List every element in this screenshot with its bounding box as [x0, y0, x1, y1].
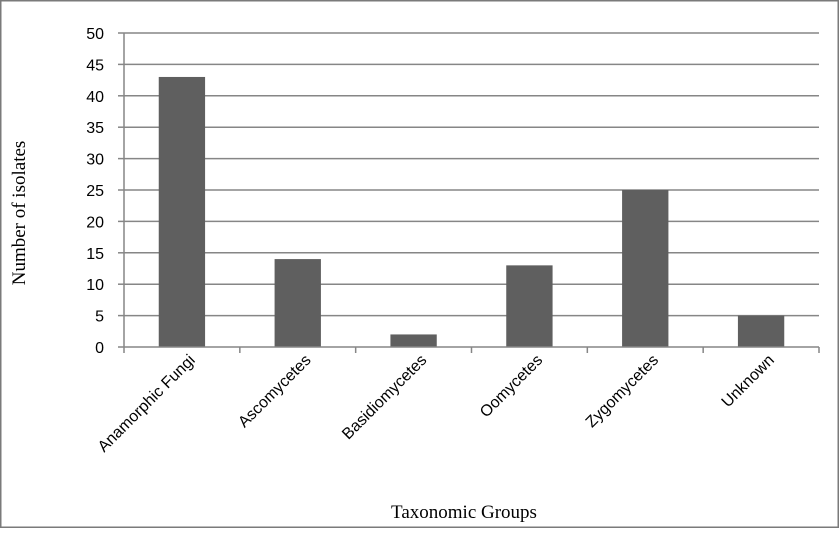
bars	[158, 76, 785, 348]
bar	[390, 334, 437, 347]
y-axis-title: Number of isolates	[9, 141, 30, 286]
y-tick-label: 10	[86, 277, 104, 294]
y-tick-label: 35	[86, 120, 104, 137]
bar	[274, 259, 321, 347]
y-tick-label: 45	[86, 57, 104, 74]
y-tick-labels: 0 5 10 15 20 25 30 35 40 45 50	[86, 26, 104, 357]
y-tick-label: 30	[86, 152, 104, 169]
y-tick-label: 25	[86, 183, 104, 200]
y-tick-label: 5	[95, 309, 104, 326]
bar	[158, 76, 206, 348]
bar	[737, 315, 785, 347]
y-tick-label: 15	[86, 246, 104, 263]
bar	[622, 190, 669, 347]
gridlines	[124, 32, 819, 317]
axes	[118, 32, 820, 353]
x-axis-title: Taxonomic Groups	[391, 502, 537, 523]
y-tick-label: 20	[86, 214, 104, 231]
bar	[506, 265, 553, 347]
y-tick-label: 50	[86, 26, 104, 43]
y-tick-label: 40	[86, 89, 104, 106]
y-tick-label: 0	[95, 340, 104, 357]
